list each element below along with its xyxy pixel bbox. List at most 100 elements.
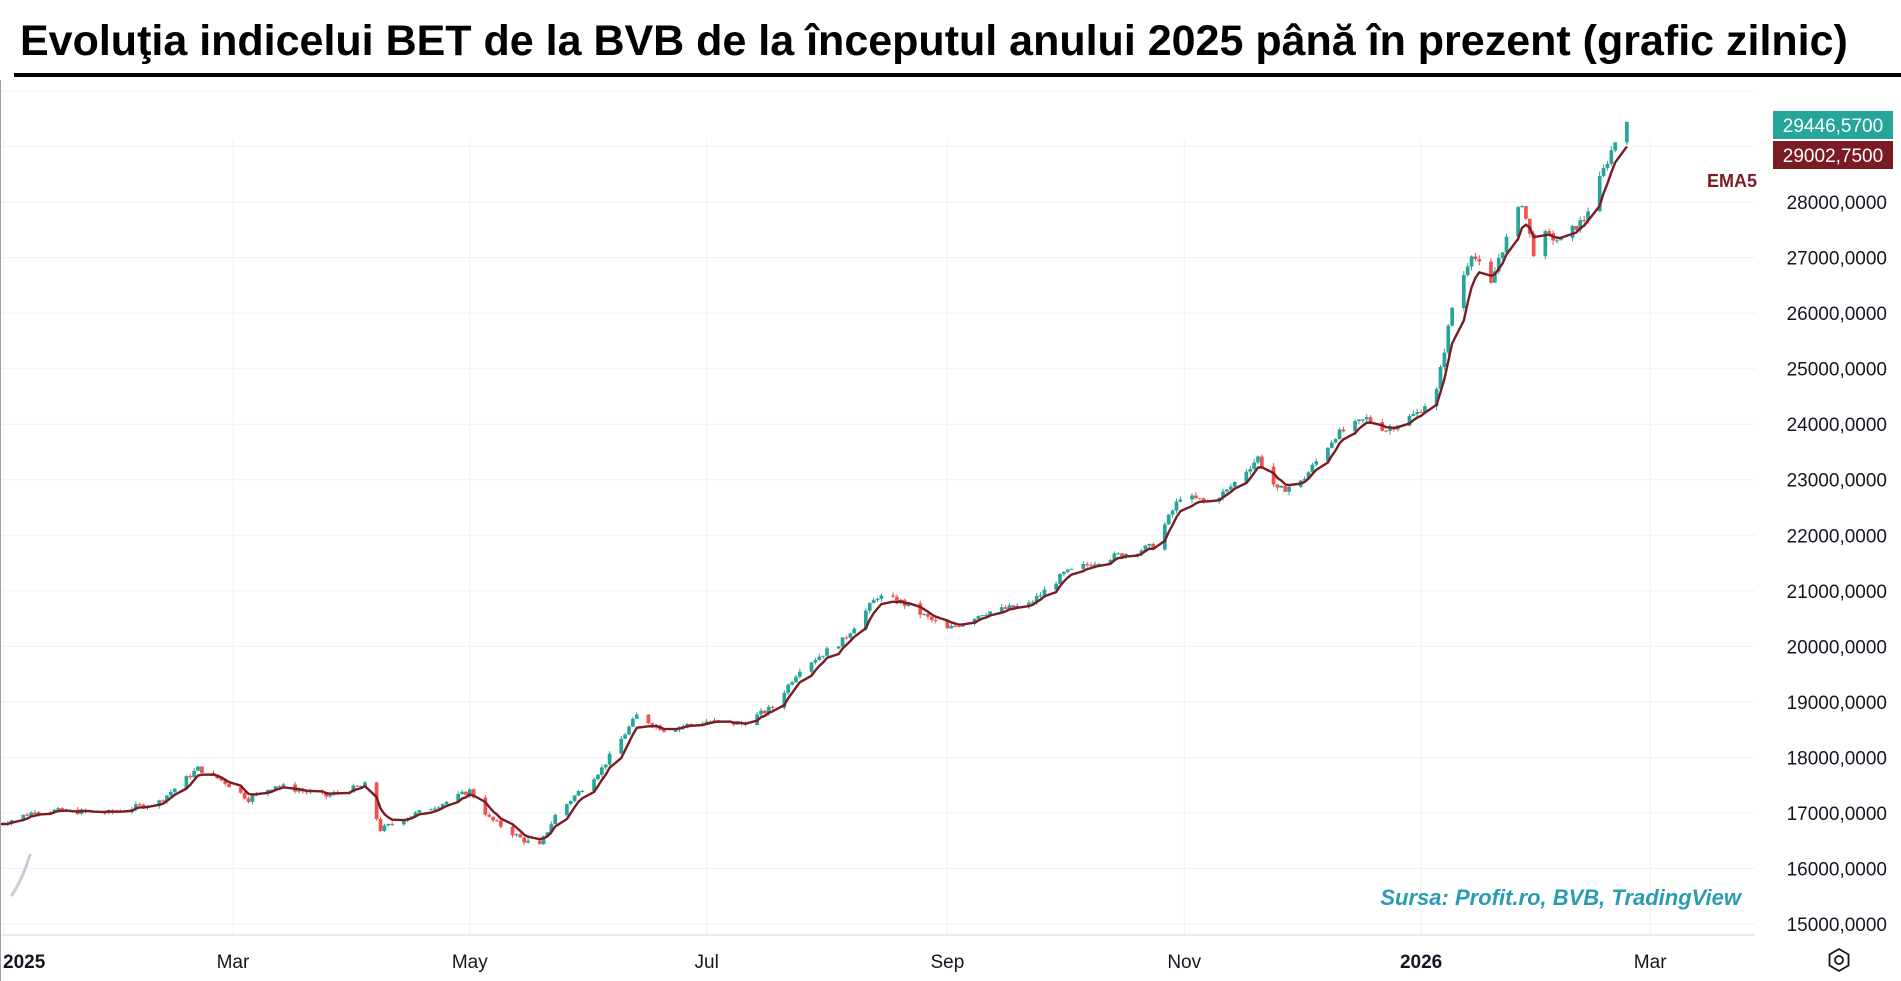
candle[interactable] [770, 705, 775, 711]
candle[interactable] [382, 823, 387, 833]
candle[interactable] [1469, 255, 1474, 271]
candle[interactable] [1473, 252, 1478, 262]
candle[interactable] [1388, 423, 1392, 435]
candle[interactable] [627, 725, 631, 736]
price-axis[interactable]: 15000,0000 16000,0000 17000,0000 18000,0000… [1787, 193, 1887, 936]
candle[interactable] [483, 794, 488, 817]
candle[interactable] [386, 823, 391, 827]
candle[interactable] [875, 597, 880, 602]
candle[interactable] [631, 716, 635, 728]
candle[interactable] [1442, 348, 1447, 371]
candle[interactable] [836, 645, 841, 650]
candle[interactable] [1287, 485, 1291, 496]
candle[interactable] [1248, 465, 1253, 476]
candle[interactable] [879, 593, 884, 602]
candle[interactable] [1197, 498, 1202, 500]
candle[interactable] [168, 789, 173, 798]
candle[interactable] [359, 785, 363, 788]
candle[interactable] [619, 735, 624, 754]
candle[interactable] [1411, 410, 1416, 417]
candle[interactable] [813, 657, 818, 665]
candle[interactable] [522, 836, 527, 846]
candle[interactable] [891, 592, 895, 598]
candle[interactable] [1446, 324, 1451, 356]
candle[interactable] [662, 729, 666, 733]
candle[interactable] [1314, 458, 1319, 467]
candle[interactable] [1256, 455, 1260, 465]
candle[interactable] [1337, 427, 1342, 440]
candle[interactable] [390, 821, 395, 827]
candle[interactable] [184, 775, 189, 789]
candle[interactable] [1496, 253, 1501, 275]
candle[interactable] [790, 680, 794, 686]
candle[interactable] [518, 833, 523, 838]
candle[interactable] [1011, 605, 1016, 608]
candle[interactable] [794, 675, 798, 684]
candle[interactable] [56, 806, 61, 811]
candle[interactable] [984, 613, 989, 617]
candle[interactable] [596, 773, 600, 781]
candle[interactable] [1578, 216, 1583, 234]
candle[interactable] [867, 602, 872, 614]
candle[interactable] [1333, 438, 1338, 444]
candle[interactable] [1062, 571, 1066, 577]
candle[interactable] [786, 683, 791, 695]
candle[interactable] [1058, 573, 1062, 584]
time-axis[interactable]: 2025 Mar May Jul Sep Nov 2026 Mar [3, 952, 1667, 973]
candle[interactable] [1085, 562, 1090, 568]
candle[interactable] [355, 785, 360, 787]
candle[interactable] [1477, 255, 1482, 266]
candle[interactable] [1500, 252, 1505, 261]
candle[interactable] [1310, 462, 1315, 474]
candle[interactable] [1065, 569, 1070, 573]
candle[interactable] [922, 613, 926, 616]
candle[interactable] [1364, 414, 1369, 424]
candle[interactable] [599, 764, 604, 778]
candle[interactable] [242, 791, 247, 800]
candle[interactable] [592, 777, 596, 792]
candle[interactable] [1438, 365, 1443, 390]
candle[interactable] [1450, 306, 1454, 327]
candle[interactable] [918, 600, 923, 619]
candle[interactable] [172, 788, 177, 795]
candle[interactable] [1027, 600, 1031, 609]
candle[interactable] [1275, 484, 1280, 491]
candle[interactable] [1178, 496, 1183, 503]
candle[interactable] [269, 789, 274, 791]
candle[interactable] [1489, 258, 1493, 284]
candle[interactable] [1415, 408, 1420, 417]
candle[interactable] [926, 612, 930, 620]
candle[interactable] [460, 789, 464, 796]
candle[interactable] [871, 597, 876, 604]
candle[interactable] [646, 714, 651, 725]
candle[interactable] [1520, 205, 1524, 208]
candle[interactable] [603, 764, 608, 770]
candle[interactable] [250, 794, 255, 805]
candle[interactable] [980, 614, 985, 617]
candle[interactable] [1271, 463, 1276, 488]
candle[interactable] [1252, 459, 1256, 471]
candle[interactable] [526, 838, 530, 844]
candle[interactable] [1116, 552, 1121, 555]
candle[interactable] [1582, 215, 1587, 224]
candle[interactable] [1384, 429, 1388, 433]
candle[interactable] [1038, 592, 1043, 599]
candle[interactable] [1190, 493, 1194, 504]
candle[interactable] [565, 803, 569, 817]
candle[interactable] [200, 766, 204, 775]
candle[interactable] [817, 653, 822, 661]
candle[interactable] [137, 802, 142, 807]
candle[interactable] [553, 813, 558, 825]
candle[interactable] [277, 785, 282, 788]
candle[interactable] [514, 832, 519, 837]
candle[interactable] [825, 646, 829, 656]
candle[interactable] [1504, 233, 1509, 254]
candle[interactable] [1069, 568, 1074, 571]
candle[interactable] [576, 789, 581, 796]
candle[interactable] [1170, 509, 1175, 518]
candle[interactable] [572, 794, 577, 803]
candle[interactable] [510, 825, 515, 838]
candle[interactable] [188, 774, 193, 780]
candle[interactable] [196, 765, 200, 771]
